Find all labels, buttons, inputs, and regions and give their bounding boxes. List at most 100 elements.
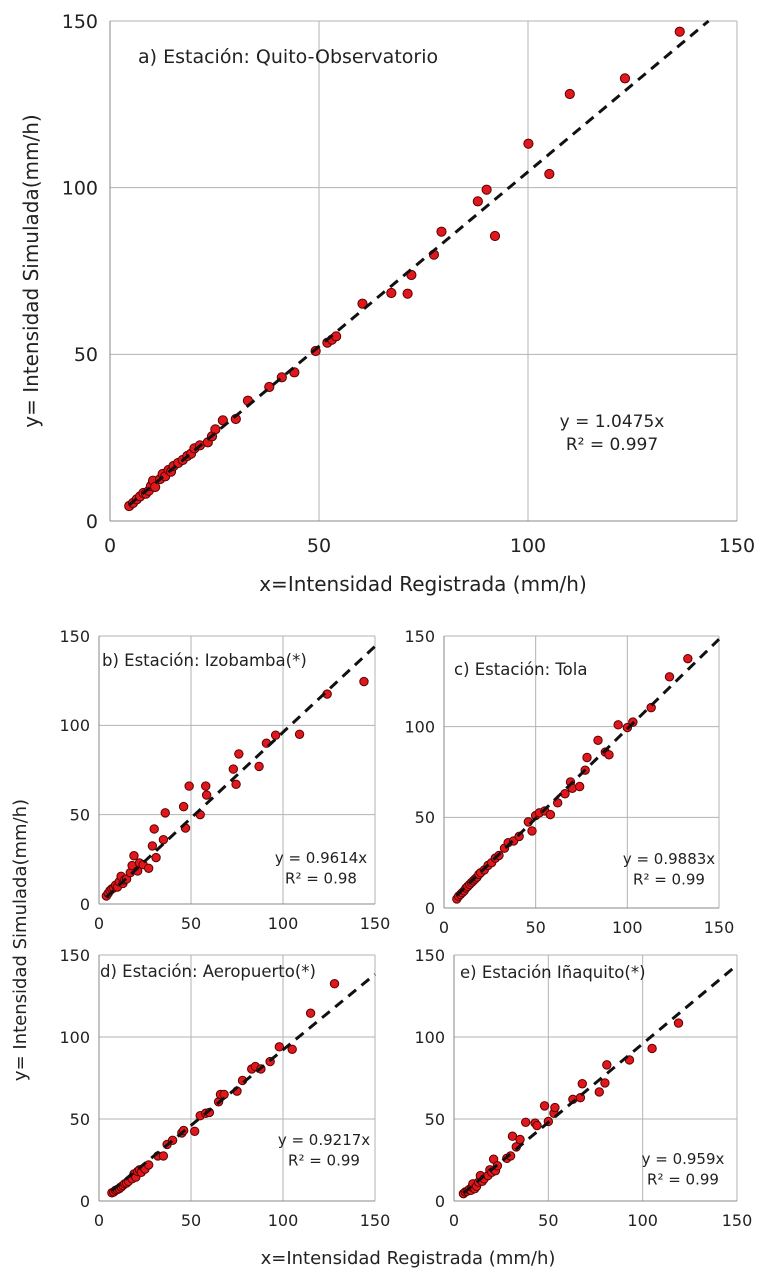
y-tick-label: 100 xyxy=(404,717,435,736)
x-tick-label: 150 xyxy=(719,535,755,557)
r-squared-label: R² = 0.99 xyxy=(647,1170,719,1188)
top-x-axis-label: x=Intensidad Registrada (mm/h) xyxy=(259,572,587,596)
chart-title: a) Estación: Quito-Observatorio xyxy=(138,46,438,68)
y-tick-label: 0 xyxy=(80,1192,90,1211)
data-point xyxy=(158,834,169,845)
bottom-y-axis-label: y= Intensidad Simulada(mm/h) xyxy=(10,799,31,1081)
y-tick-label: 100 xyxy=(62,178,98,200)
data-point xyxy=(593,735,603,745)
chart-title: b) Estación: Izobamba(*) xyxy=(102,651,307,670)
x-tick-label: 50 xyxy=(525,918,545,937)
data-point xyxy=(150,481,161,493)
data-point xyxy=(178,801,189,812)
data-point xyxy=(402,288,413,299)
y-tick-label: 50 xyxy=(425,1110,445,1129)
y-tick-label: 50 xyxy=(74,344,98,366)
data-point xyxy=(436,226,447,237)
data-point xyxy=(523,138,534,149)
data-point xyxy=(160,808,170,818)
data-point xyxy=(158,1151,169,1161)
chart-title: d) Estación: Aeropuerto(*) xyxy=(100,962,316,981)
x-tick-label: 50 xyxy=(538,1211,558,1230)
data-point xyxy=(234,749,244,759)
data-point xyxy=(294,729,305,739)
data-point xyxy=(545,809,556,820)
data-point xyxy=(287,1044,297,1055)
data-point xyxy=(210,424,221,435)
data-point xyxy=(564,88,575,100)
chart-b-izobamba: 0 50 100 150 0 50 100 150 b) Estación: Izobamba(… xyxy=(59,627,390,933)
data-point xyxy=(129,851,139,861)
data-point xyxy=(254,761,264,772)
y-tick-label: 0 xyxy=(435,1192,445,1211)
y-tick-label: 50 xyxy=(70,805,90,824)
data-point xyxy=(619,73,631,84)
data-point xyxy=(527,826,537,836)
x-tick-label: 150 xyxy=(704,918,735,937)
data-point xyxy=(600,1078,610,1088)
data-point xyxy=(270,730,281,740)
y-tick-label: 50 xyxy=(70,1110,90,1129)
x-tick-label: 100 xyxy=(268,1211,299,1230)
x-tick-label: 50 xyxy=(307,535,331,557)
data-point xyxy=(515,1134,525,1145)
trendline xyxy=(110,973,376,1192)
data-point xyxy=(201,790,212,800)
data-point xyxy=(574,781,585,792)
data-point xyxy=(582,752,592,763)
r-squared-label: R² = 0.98 xyxy=(285,869,357,887)
bottom-x-axis-label: x=Intensidad Registrada (mm/h) xyxy=(261,1248,556,1269)
data-point xyxy=(683,653,693,664)
top-y-axis-label: y= Intensidad Simulada(mm/h) xyxy=(19,114,43,428)
trendline-equation: y = 0.9883x xyxy=(623,850,715,868)
chart-e-inaquito: 0 50 100 150 0 50 100 150 e) Estación Iñaquito(*… xyxy=(414,946,752,1230)
data-point xyxy=(577,1079,587,1089)
chart-c-tola: 0 50 100 150 0 50 100 150 c) Estación: Tola y = 0… xyxy=(404,627,734,937)
trendline xyxy=(128,19,710,507)
r-squared-label: R² = 0.99 xyxy=(633,870,705,888)
data-point xyxy=(386,287,397,299)
data-point xyxy=(489,230,501,242)
trendline xyxy=(462,963,738,1195)
chart-d-aeropuerto: 0 50 100 150 0 50 100 150 d) Estación: Aeropuert… xyxy=(59,946,390,1230)
trendline-equation: y = 1.0475x xyxy=(560,412,665,432)
data-point xyxy=(305,1008,316,1018)
trendline-equation: y = 0.9217x xyxy=(278,1131,370,1149)
y-tick-label: 0 xyxy=(86,511,98,533)
y-tick-label: 100 xyxy=(59,716,90,735)
y-tick-label: 0 xyxy=(425,899,435,918)
x-tick-label: 150 xyxy=(722,1211,753,1230)
data-point xyxy=(674,26,685,37)
y-tick-label: 50 xyxy=(415,808,435,827)
data-point xyxy=(520,1117,531,1127)
data-point xyxy=(594,1087,604,1097)
r-squared-label: R² = 0.99 xyxy=(288,1151,360,1169)
data-point xyxy=(189,1126,200,1137)
x-tick-label: 0 xyxy=(104,535,116,557)
x-tick-label: 100 xyxy=(612,918,643,937)
data-point xyxy=(151,852,161,863)
y-tick-label: 150 xyxy=(59,627,90,646)
data-point xyxy=(231,779,241,789)
data-point xyxy=(560,789,570,799)
trendline-equation: y = 0.959x xyxy=(642,1150,725,1168)
y-tick-label: 150 xyxy=(62,11,98,33)
y-tick-label: 150 xyxy=(404,627,435,646)
data-point xyxy=(550,1102,560,1113)
data-point xyxy=(472,196,483,207)
x-tick-label: 0 xyxy=(94,914,104,933)
trendline-equation: y = 0.9614x xyxy=(275,849,367,867)
data-point xyxy=(147,841,158,851)
data-point xyxy=(184,781,194,791)
data-point xyxy=(274,1042,285,1052)
data-point xyxy=(544,168,555,180)
data-point xyxy=(481,184,492,195)
x-tick-label: 100 xyxy=(627,1211,658,1230)
data-point xyxy=(143,863,154,873)
x-tick-label: 0 xyxy=(449,1211,459,1230)
data-point xyxy=(664,672,675,682)
data-point xyxy=(604,750,614,760)
data-point xyxy=(143,1160,154,1170)
y-tick-label: 150 xyxy=(59,946,90,965)
